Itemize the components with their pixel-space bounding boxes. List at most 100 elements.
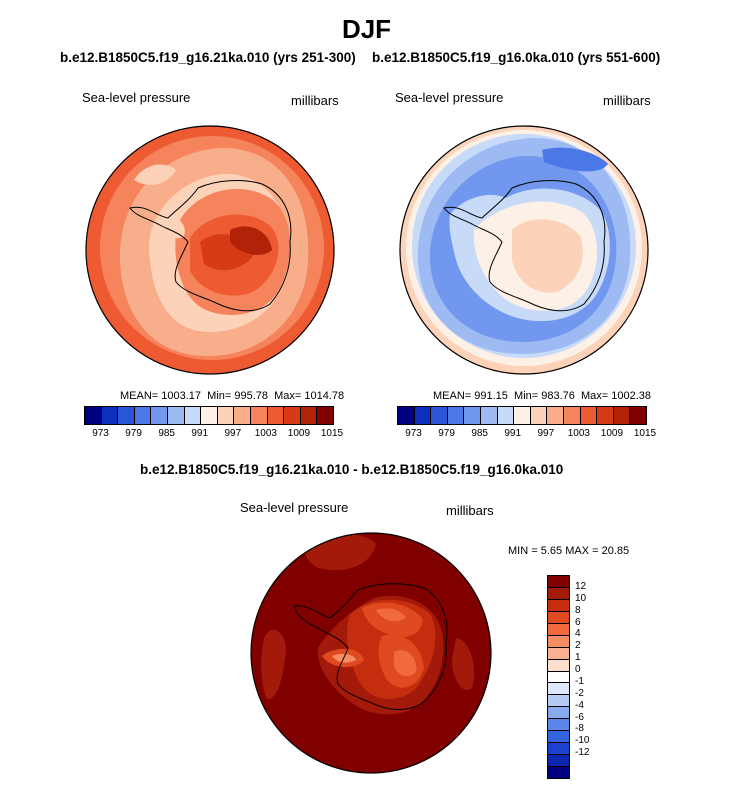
diff-min-label: MIN = [508,545,538,557]
colorbar-tick-label: 1009 [287,428,311,439]
lgm-antarctica-coastline [129,180,292,312]
colorbar-tick-label: 0 [575,664,581,676]
colorbar-swatch [630,407,646,424]
colorbar-tick-label: 6 [575,616,581,628]
colorbar-tick-label: -10 [575,735,590,747]
panel-right-units: millibars [603,93,651,108]
diff-ring-patch-west [261,629,286,699]
colorbar-swatch [184,407,202,424]
colorbar-swatch [548,743,569,756]
diff-antarctica-coastline [293,583,448,710]
colorbar-swatch [597,407,614,424]
map-diff-slp [250,532,492,774]
colorbar-tick-label: 1015 [320,428,344,439]
colorbar-swatch [548,767,569,778]
colorbar-swatch [530,407,548,424]
colorbar-swatch [234,407,251,424]
colorbar-swatch [250,407,268,424]
colorbar-swatch [414,407,432,424]
colorbar-tick-label: 1009 [600,428,624,439]
diff-min-value: 5.65 [540,545,563,557]
pi-map-border [399,125,649,375]
colorbar-swatch [548,587,569,600]
panel-left-stats: MEAN= 1003.17 Min= 995.78 Max= 1014.78 [120,390,344,402]
panel-left-mean: MEAN= 1003.17 [120,390,202,402]
colorbar-swatch [547,407,564,424]
colorbar-swatch [580,407,598,424]
colorbar-swatch [548,683,569,696]
colorbar-swatch [548,671,569,684]
colorbar-swatch [317,407,333,424]
diff-units: millibars [446,503,494,518]
colorbar-tick-label: -12 [575,747,590,759]
panel-left-units: millibars [291,93,339,108]
panel-right-max: Max= 1002.38 [581,390,652,402]
colorbar-swatch [548,755,569,767]
colorbar-swatch [464,407,481,424]
colorbar-swatch [548,635,569,648]
diff-light-core-north [376,608,406,622]
colorbar-swatch [613,407,631,424]
pi-deep-low [542,147,608,172]
colorbar-swatch [497,407,515,424]
colorbar-tick-label: 979 [125,428,142,439]
colorbar-right [397,406,647,425]
colorbar-tick-label: 991 [504,428,522,439]
diff-max-value: 20.85 [601,545,630,557]
colorbar-swatch [563,407,581,424]
colorbar-tick-label: 979 [438,428,455,439]
diff-ring-patch-east [452,638,475,690]
diff-title: b.e12.B1850C5.f19_g16.21ka.010 - b.e12.B… [140,462,564,477]
colorbar-swatch [134,407,152,424]
colorbar-tick-label: 1003 [254,428,277,439]
lgm-map-border [85,125,335,375]
colorbar-swatch [514,407,531,424]
colorbar-swatch [548,659,569,672]
map-pi-slp [399,125,649,375]
colorbar-swatch [151,407,168,424]
colorbar-tick-label: 4 [575,628,581,640]
colorbar-swatch [548,623,569,636]
pi-continent-high [512,219,583,293]
panel-right-mean: MEAN= 991.15 [433,390,508,402]
colorbar-tick-label: -4 [575,699,584,711]
lgm-peninsula-patch [162,217,185,239]
colorbar-swatch [548,599,569,612]
colorbar-swatch [101,407,119,424]
colorbar-swatch [480,407,498,424]
panel-right-variable: Sea-level pressure [395,90,504,105]
panel-left-max: Max= 1014.78 [274,390,345,402]
colorbar-tick-label: 1 [575,652,581,664]
colorbar-swatch [548,576,569,588]
colorbar-swatch [217,407,235,424]
panel-left-min: Min= 995.78 [207,390,269,402]
diff-map-border [250,532,492,774]
colorbar-swatch [201,407,218,424]
colorbar-tick-label: 1015 [633,428,657,439]
colorbar-swatch [548,707,569,720]
colorbar-swatch [447,407,465,424]
colorbar-swatch [548,647,569,660]
colorbar-tick-label: 8 [575,604,581,616]
colorbar-tick-label: -2 [575,687,584,699]
colorbar-tick-label: -1 [575,675,584,687]
colorbar-tick-label: 985 [158,428,175,439]
lgm-light-patch [134,164,176,185]
colorbar-swatch [118,407,135,424]
panel-right-case-title: b.e12.B1850C5.f19_g16.0ka.010 (yrs 551-6… [372,50,661,65]
colorbar-swatch [85,407,102,424]
colorbar-swatch [548,695,569,708]
colorbar-swatch [300,407,318,424]
pi-antarctica-coastline [443,180,606,312]
diff-minmax: MIN = 5.65 MAX = 20.85 [508,545,629,557]
panel-right-min: Min= 983.76 [514,390,575,402]
colorbar-tick-label: 985 [471,428,488,439]
colorbar-left [84,406,334,425]
colorbar-tick-label: 12 [575,580,587,592]
colorbar-swatch [267,407,285,424]
colorbar-tick-label: 997 [224,428,242,439]
panel-left-variable: Sea-level pressure [82,90,191,105]
colorbar-swatch [548,731,569,744]
colorbar-tick-label: 997 [537,428,555,439]
